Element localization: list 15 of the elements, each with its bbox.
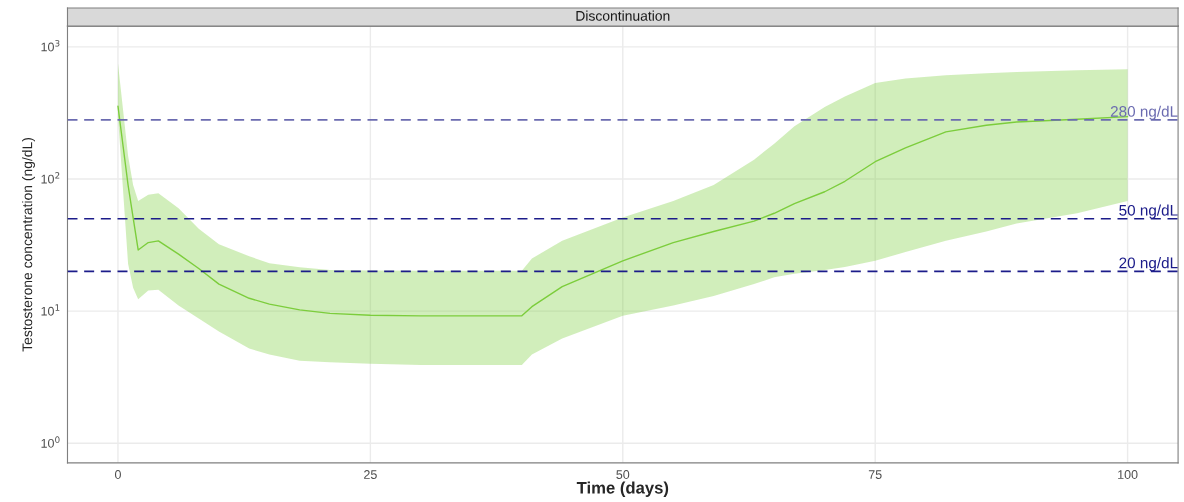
ref-line-label: 50 ng/dL xyxy=(1119,204,1178,219)
ref-line-label: 280 ng/dL xyxy=(1110,105,1178,120)
x-tick-label: 0 xyxy=(114,470,121,479)
y-tick-label: 10$^{0}$ xyxy=(41,436,60,448)
x-tick-label: 100 xyxy=(1118,470,1138,479)
ref-line-label: 20 ng/dL xyxy=(1119,257,1178,272)
y-tick-label: 10$^{2}$ xyxy=(41,172,60,184)
y-tick-label: 10$^{1}$ xyxy=(41,304,60,316)
x-tick-label: 50 xyxy=(616,470,630,479)
x-tick-label: 75 xyxy=(868,470,882,479)
x-tick-label: 25 xyxy=(364,470,377,479)
chart-title: Discontinuation xyxy=(576,10,670,21)
x-axis-title: Time (days) xyxy=(576,481,669,497)
y-tick-label: 10$^{3}$ xyxy=(41,39,60,52)
y-axis-title: Testosterone concentration (ng/dL) xyxy=(22,138,35,352)
